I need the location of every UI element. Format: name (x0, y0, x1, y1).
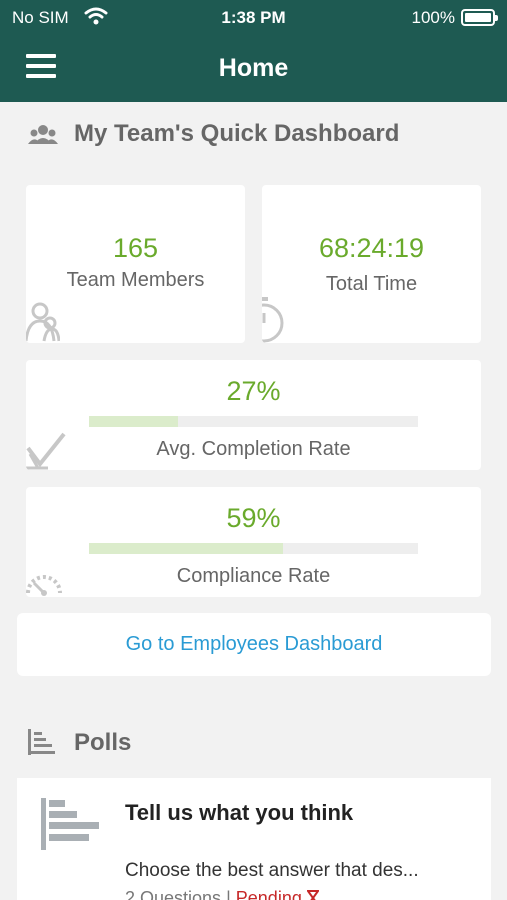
status-bar: No SIM 1:38 PM 100% (0, 6, 507, 30)
bar-chart-icon (28, 729, 55, 755)
poll-meta: 2 Questions | Pending (125, 888, 320, 900)
stopwatch-icon (262, 297, 284, 343)
wifi-icon (84, 7, 108, 25)
poll-card[interactable]: Tell us what you think Choose the best a… (17, 778, 491, 900)
employees-dashboard-link-label: Go to Employees Dashboard (125, 633, 383, 655)
polls-title: Polls (74, 729, 132, 756)
battery-percent: 100% (411, 8, 455, 27)
completion-progress-bar (89, 416, 418, 427)
poll-description: Choose the best answer that des... (125, 860, 419, 881)
team-icon (28, 125, 58, 144)
bar-chart-icon (41, 798, 99, 850)
total-time-value: 68:24:19 (318, 233, 425, 263)
compliance-progress-bar (89, 543, 418, 554)
compliance-rate-label: Compliance Rate (176, 565, 331, 587)
battery-icon (461, 9, 498, 26)
poll-separator: | (226, 888, 231, 900)
carrier-label: No SIM (12, 8, 69, 27)
page-title: Home (218, 54, 289, 82)
completion-progress-fill (89, 416, 178, 427)
compliance-rate-card[interactable]: 59% Compliance Rate (26, 487, 481, 597)
completion-rate-label: Avg. Completion Rate (156, 438, 351, 460)
team-members-card[interactable]: 165 Team Members (26, 185, 245, 343)
poll-title: Tell us what you think (125, 800, 354, 825)
employees-dashboard-link[interactable]: Go to Employees Dashboard (17, 613, 491, 676)
total-time-label: Total Time (325, 273, 418, 295)
team-icon (26, 302, 60, 342)
dashboard-title: My Team's Quick Dashboard (74, 120, 400, 147)
checkmark-icon (26, 432, 66, 470)
total-time-card[interactable]: 68:24:19 Total Time (262, 185, 481, 343)
hourglass-icon (305, 890, 320, 900)
gauge-icon (26, 575, 62, 596)
poll-status: Pending (235, 888, 302, 900)
poll-question-count: 2 Questions (125, 888, 222, 900)
menu-icon[interactable] (26, 54, 56, 80)
navigation-header: No SIM 1:38 PM 100% Home (0, 0, 507, 102)
team-members-label: Team Members (66, 269, 205, 291)
completion-rate-value: 27% (226, 376, 281, 406)
clock: 1:38 PM (221, 8, 286, 27)
completion-rate-card[interactable]: 27% Avg. Completion Rate (26, 360, 481, 470)
team-members-value: 165 (112, 233, 159, 263)
compliance-rate-value: 59% (226, 503, 281, 533)
compliance-progress-fill (89, 543, 284, 554)
